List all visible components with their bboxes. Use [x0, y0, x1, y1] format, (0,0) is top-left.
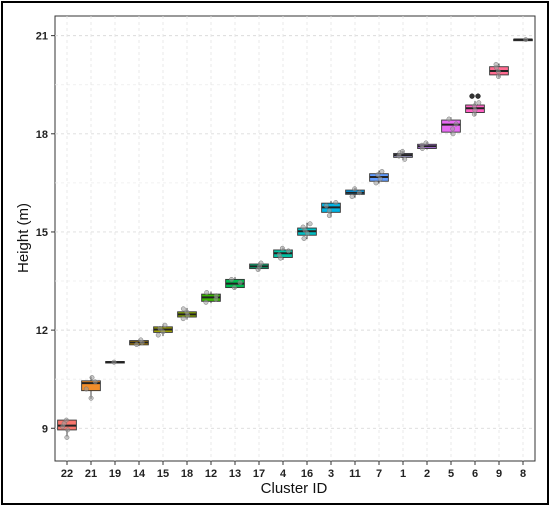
data-point	[203, 299, 209, 305]
data-point	[64, 434, 70, 440]
data-point	[138, 337, 144, 343]
data-point	[65, 427, 71, 433]
data-point	[305, 231, 310, 237]
x-tick-label: 16	[301, 468, 313, 480]
x-tick-label: 9	[496, 468, 502, 480]
data-point	[471, 111, 477, 117]
x-tick-label: 22	[61, 468, 73, 480]
x-tick-label: 11	[349, 468, 361, 480]
data-point	[83, 386, 89, 392]
data-point	[300, 224, 306, 230]
data-point	[446, 116, 452, 122]
y-tick-label: 9	[42, 423, 48, 435]
x-tick-label: 21	[85, 468, 97, 480]
data-point	[157, 326, 163, 331]
data-point	[180, 306, 186, 312]
data-point	[493, 61, 499, 67]
x-tick-label: 18	[181, 468, 193, 480]
data-point	[495, 74, 501, 79]
outlier-point	[475, 93, 481, 99]
data-point	[453, 121, 459, 127]
data-point	[286, 248, 291, 254]
y-axis-title: Height (m)	[15, 203, 32, 273]
data-point	[276, 252, 282, 258]
y-tick-label: 12	[36, 325, 48, 337]
x-tick-label: 13	[229, 468, 241, 480]
data-point	[231, 285, 237, 291]
data-point	[301, 236, 307, 241]
x-tick-label: 15	[157, 468, 169, 480]
data-point	[63, 417, 69, 423]
data-point	[279, 245, 285, 251]
data-point	[61, 420, 67, 426]
data-point	[352, 186, 358, 192]
data-point	[258, 260, 264, 266]
y-tick-label: 18	[36, 129, 48, 141]
data-point	[375, 172, 381, 178]
data-point	[373, 180, 379, 186]
data-point	[402, 156, 408, 162]
data-point	[423, 140, 429, 146]
x-tick-label: 1	[400, 468, 406, 480]
data-point	[204, 290, 210, 295]
data-point	[213, 293, 219, 299]
box-cluster-8	[513, 38, 533, 42]
data-point	[92, 379, 98, 385]
data-point	[495, 69, 501, 75]
x-tick-label: 17	[253, 468, 265, 480]
data-point	[523, 37, 529, 43]
x-tick-label: 4	[280, 468, 287, 480]
data-point	[349, 194, 355, 200]
data-point	[326, 213, 332, 219]
box-body	[81, 380, 101, 392]
data-point	[326, 208, 332, 214]
data-point	[111, 359, 117, 365]
data-point	[160, 329, 166, 335]
x-tick-label: 5	[448, 468, 454, 480]
data-point	[89, 375, 95, 381]
y-tick-label: 21	[36, 31, 48, 43]
data-point	[379, 168, 385, 174]
data-point	[229, 276, 234, 282]
x-tick-label: 2	[424, 468, 430, 480]
x-axis-title: Cluster ID	[261, 480, 328, 497]
data-point	[471, 103, 477, 109]
data-point	[333, 200, 339, 205]
data-point	[399, 149, 405, 154]
data-point	[450, 126, 456, 132]
x-tick-label: 8	[520, 468, 526, 480]
data-point	[180, 316, 186, 322]
y-tick-label: 15	[36, 227, 48, 239]
x-tick-label: 3	[328, 468, 334, 480]
data-point	[476, 100, 482, 106]
points-layer	[60, 37, 529, 440]
data-point	[155, 332, 161, 338]
data-point	[472, 107, 478, 113]
data-point	[237, 280, 243, 286]
data-point	[419, 142, 425, 148]
data-point	[307, 221, 313, 227]
data-point	[450, 131, 456, 137]
data-point	[162, 322, 168, 328]
x-tick-label: 14	[133, 468, 146, 480]
data-point	[88, 395, 94, 401]
x-axis-ticks: 22 21 19 14 15 18 12 13 17 4 16 3 11 7 1 2 5 6 9 8	[61, 461, 526, 480]
x-tick-label: 19	[109, 468, 121, 480]
data-point	[377, 176, 383, 182]
y-axis-ticks: 9 12 15 18 21	[36, 31, 55, 435]
data-point	[356, 190, 362, 196]
x-tick-label: 7	[376, 468, 382, 480]
plot-panel	[54, 15, 536, 462]
x-tick-label: 6	[472, 468, 478, 480]
outlier-point	[469, 93, 475, 99]
data-point	[184, 309, 190, 315]
data-point	[134, 342, 140, 347]
data-point	[323, 203, 329, 209]
x-tick-label: 12	[205, 468, 217, 480]
